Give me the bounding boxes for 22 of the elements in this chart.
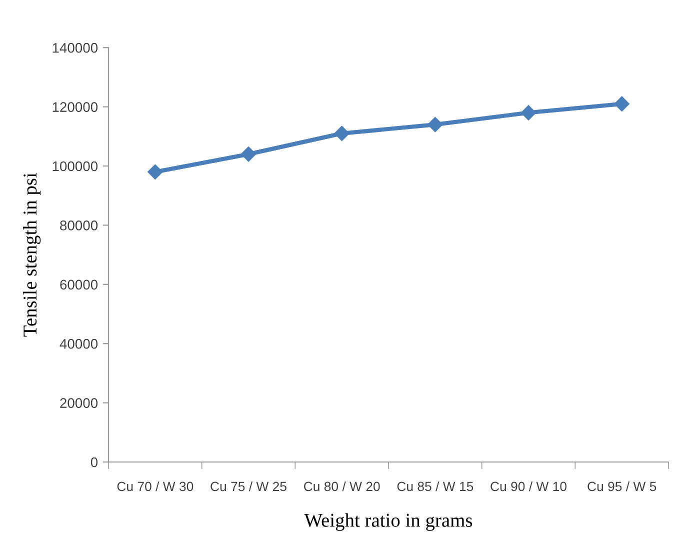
x-axis-title: Weight ratio in grams (304, 513, 472, 531)
x-tick-label: Cu 90 / W 10 (490, 481, 566, 492)
x-tick-label: Cu 75 / W 25 (210, 481, 286, 492)
y-tick-label: 60000 (60, 280, 98, 290)
point (148, 164, 163, 180)
point (240, 146, 256, 162)
y-tick-label: 140000 (52, 42, 98, 53)
x-tick-label: Cu 85 / W 15 (397, 481, 474, 492)
point (428, 116, 443, 132)
x-tick-label: Cu 95 / W 5 (588, 481, 656, 492)
point (520, 105, 536, 120)
y-tick-label: 100000 (52, 161, 98, 172)
y-tick-label: 120000 (52, 102, 98, 112)
x-tick-label: Cu 80 / W 20 (304, 481, 380, 492)
y-tick-label: 0 (90, 457, 98, 468)
y-axis-title: Tensile stength in psi (22, 172, 41, 337)
point (614, 96, 630, 112)
x-tick-label: Cu 70 / W 30 (117, 481, 194, 492)
point (334, 126, 350, 142)
y-tick-label: 40000 (60, 338, 98, 349)
y-tick-label: 80000 (60, 220, 98, 230)
y-tick-label: 20000 (60, 398, 98, 408)
